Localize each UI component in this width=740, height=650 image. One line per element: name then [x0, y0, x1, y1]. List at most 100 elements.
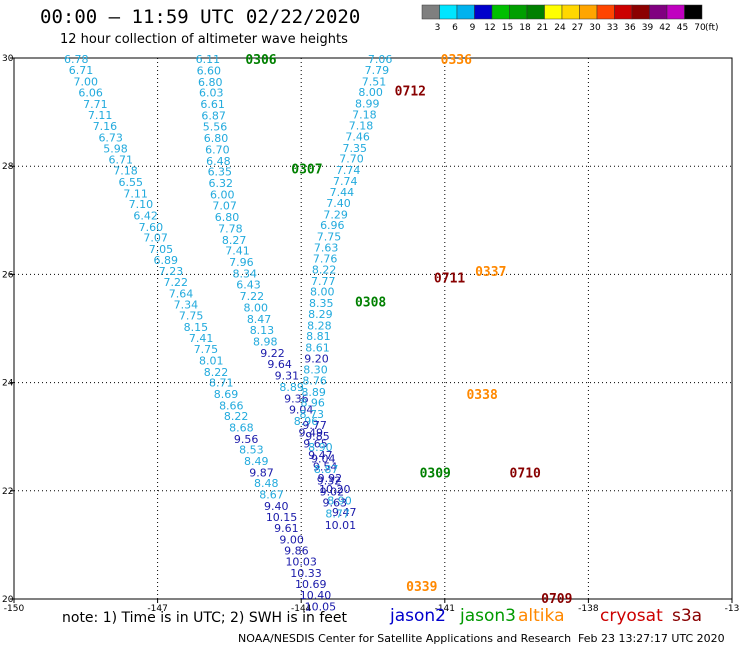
colorbar-swatch: [631, 4, 650, 20]
swh-point: 10.33: [290, 567, 322, 580]
swh-point: 9.77: [302, 419, 327, 432]
swh-point: 9.31: [275, 370, 300, 383]
swh-point: 6.43: [236, 279, 261, 292]
swh-point: 8.81: [306, 330, 331, 343]
colorbar-swatch: [439, 4, 458, 20]
swh-point: 8.90: [308, 441, 333, 454]
swh-point: 7.78: [218, 222, 243, 235]
swh-point: 8.30: [303, 364, 328, 377]
swh-point: 6.71: [69, 64, 94, 77]
pass-time-label: 0710: [510, 466, 541, 481]
swh-point: 7.16: [93, 120, 118, 133]
swh-point: 7.79: [365, 64, 390, 77]
swh-point: 8.76: [302, 374, 327, 387]
colorbar-tick-label: 21: [537, 23, 548, 33]
swh-point: 8.00: [358, 86, 383, 99]
swh-point: 8.22: [204, 366, 229, 379]
swh-point: 7.75: [194, 343, 219, 356]
swh-point: 8.67: [259, 489, 284, 502]
swh-point: 6.32: [209, 177, 234, 190]
swh-point: 9.61: [274, 522, 299, 535]
swh-point: 9.92: [318, 472, 343, 485]
swh-point: 8.99: [355, 97, 380, 110]
swh-point: 10.20: [319, 483, 351, 496]
colorbar-tick-label: 12: [484, 23, 495, 33]
swh-point: 7.41: [189, 332, 214, 345]
swh-point: 10.15: [266, 511, 298, 524]
colorbar-swatch: [596, 4, 615, 20]
swh-point: 6.89: [153, 254, 178, 267]
swh-point: 7.11: [88, 109, 113, 122]
swh-point: 9.49: [299, 426, 324, 439]
legend-item-jason3: jason3: [460, 606, 516, 626]
swh-point: 8.15: [184, 321, 209, 334]
colorbar-swatch: [614, 4, 633, 20]
swh-point: 8.49: [244, 455, 269, 468]
swh-point: 7.70: [339, 153, 364, 166]
x-tick-label: -147: [147, 604, 167, 614]
swh-point: 6.71: [108, 154, 133, 167]
pass-time-label: 0339: [406, 580, 437, 595]
swh-point: 6.06: [78, 87, 103, 100]
colorbar-tick-label: 3: [435, 23, 441, 33]
swh-point: 7.41: [225, 245, 250, 258]
colorbar-swatch: [684, 4, 703, 20]
credit-text: NOAA/NESDIS Center for Satellite Applica…: [238, 632, 572, 645]
swh-point: 7.35: [343, 142, 368, 155]
swh-point: 9.85: [305, 430, 330, 443]
swh-point: 8.22: [312, 264, 337, 277]
swh-point: 6.35: [208, 166, 233, 179]
colorbar-tick-label: 27: [572, 23, 583, 33]
x-tick-label: -138: [578, 604, 599, 614]
swh-point: 7.00: [74, 75, 99, 88]
swh-point: 10.69: [295, 578, 327, 591]
swh-point: 8.53: [239, 444, 264, 457]
swh-point: 7.11: [123, 187, 148, 200]
swh-point: 8.00: [310, 286, 335, 299]
colorbar-swatch: [474, 4, 493, 20]
swh-point: 9.22: [260, 347, 285, 360]
swh-point: 8.66: [219, 399, 244, 412]
swh-point: 8.47: [247, 313, 272, 326]
swh-point: 5.98: [103, 142, 128, 155]
swh-point: 6.87: [201, 109, 226, 122]
swh-point: 6.61: [200, 98, 225, 111]
colorbar-tick-label: 15: [502, 23, 513, 33]
pass-time-label: 0338: [466, 388, 497, 403]
swh-point: 6.96: [320, 219, 345, 232]
x-tick-label: -141: [435, 604, 455, 614]
colorbar-swatch: [666, 4, 685, 20]
swh-point: 9.47: [308, 449, 333, 462]
note-text: note: 1) Time is in UTC; 2) SWH is in fe…: [62, 610, 348, 626]
swh-point: 8.00: [243, 301, 268, 314]
colorbar-tick-label: 39: [642, 23, 654, 33]
swh-point: 8.89: [279, 381, 304, 394]
swh-point: 7.22: [164, 276, 189, 289]
swh-point: 7.05: [149, 243, 174, 256]
x-tick-label: -150: [4, 604, 25, 614]
swh-point: 5.56: [203, 121, 228, 134]
swh-point: 7.96: [229, 256, 254, 269]
chart-title: 00:00 – 11:59 UTC 02/22/2020: [40, 6, 361, 28]
colorbar-tick-label: 70: [694, 23, 706, 33]
colorbar-unit: (ft): [705, 23, 719, 33]
y-tick-label: 26: [2, 270, 14, 280]
swh-point: 8.35: [309, 297, 334, 310]
swh-point: 9.32: [317, 475, 342, 488]
swh-point: 7.10: [129, 198, 154, 211]
swh-point: 9.86: [284, 544, 309, 557]
swh-point: 9.36: [284, 392, 309, 405]
swh-point: 8.61: [305, 341, 330, 354]
swh-point: 7.64: [169, 287, 194, 300]
swh-point: 7.77: [311, 275, 336, 288]
colorbar-tick-label: 42: [659, 23, 670, 33]
swh-point: 6.42: [133, 209, 158, 222]
swh-point: 6.03: [199, 87, 224, 100]
legend-item-s3a: s3a: [672, 606, 703, 626]
y-tick-label: 20: [2, 595, 14, 605]
swh-point: 8.29: [308, 308, 333, 321]
swh-point: 9.04: [311, 452, 336, 465]
colorbar-swatch: [526, 4, 545, 20]
colorbar-tick-label: 33: [607, 23, 618, 33]
swh-point: 7.71: [83, 98, 108, 111]
